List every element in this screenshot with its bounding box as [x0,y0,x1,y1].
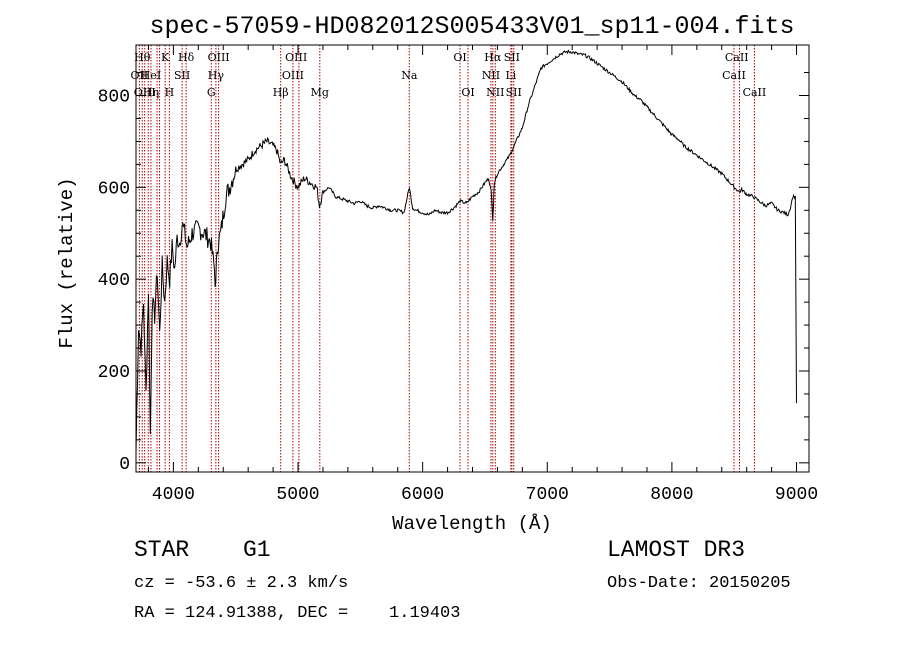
line-label-8: CaII [725,51,749,64]
line-label-9: OII [131,69,149,82]
line-label-19: Hη [143,86,159,99]
x-axis-label: Wavelength (Å) [392,513,552,535]
y-tick-label-800: 800 [98,88,130,108]
x-tick-label-9000: 9000 [775,485,818,505]
x-tick-label-7000: 7000 [526,485,569,505]
y-tick-label-0: 0 [119,455,130,475]
y-axis-label: Flux (relative) [56,177,78,348]
line-label-21: G [207,86,216,99]
y-tick-label-400: 400 [98,271,130,291]
line-label-22: Hβ [273,86,289,99]
line-label-20: H [165,86,175,99]
line-label-1: K [161,51,170,64]
line-label-26: SII [506,86,522,99]
spectrum-series [135,49,797,454]
line-label-14: Na [401,69,418,82]
line-label-11: SII [174,69,190,82]
line-label-13: OIII [282,69,304,82]
series-spectrum [135,49,797,454]
line-label-24: OI [461,86,474,99]
sky-coordinates: RA = 124.91388, DEC = 1.19403 [134,604,461,623]
line-label-0: Hθ [134,51,151,64]
line-label-27: CaII [743,86,767,99]
redshift-value: cz = -53.6 ± 2.3 km/s [134,574,349,593]
chart-title: spec-57059-HD082012S005433V01_sp11-004.f… [149,12,794,41]
line-label-6: Hα [484,51,502,64]
plot-frame [135,44,810,473]
line-label-12: Hγ [208,69,225,82]
x-tick-label-8000: 8000 [650,485,693,505]
y-tick-label-200: 200 [98,363,130,383]
object-subclass: G1 [243,537,271,563]
axis-ticks: 4000 5000 6000 7000 8000 9000 0 200 400 600 800 [98,45,818,505]
line-label-3: OIII [208,51,230,64]
line-label-16: Li [505,69,516,82]
object-class: STAR [134,537,190,563]
observation-date: Obs-Date: 20150205 [607,574,791,593]
line-label-7: SII [504,51,520,64]
x-tick-label-6000: 6000 [401,485,444,505]
line-label-2: Hδ [178,51,195,64]
survey-name: LAMOST DR3 [607,537,746,563]
line-label-10: HeI [141,69,161,82]
line-label-17: CaII [722,69,746,82]
y-tick-label-600: 600 [98,179,130,199]
line-label-15: NII [482,69,500,82]
x-tick-label-4000: 4000 [152,485,195,505]
line-label-25: NII [486,86,504,99]
line-label-4: OIII [285,51,307,64]
x-tick-label-5000: 5000 [276,485,319,505]
spectral-line-markers [138,45,755,472]
line-label-23: Mg [311,86,329,99]
line-label-5: OI [453,51,466,64]
